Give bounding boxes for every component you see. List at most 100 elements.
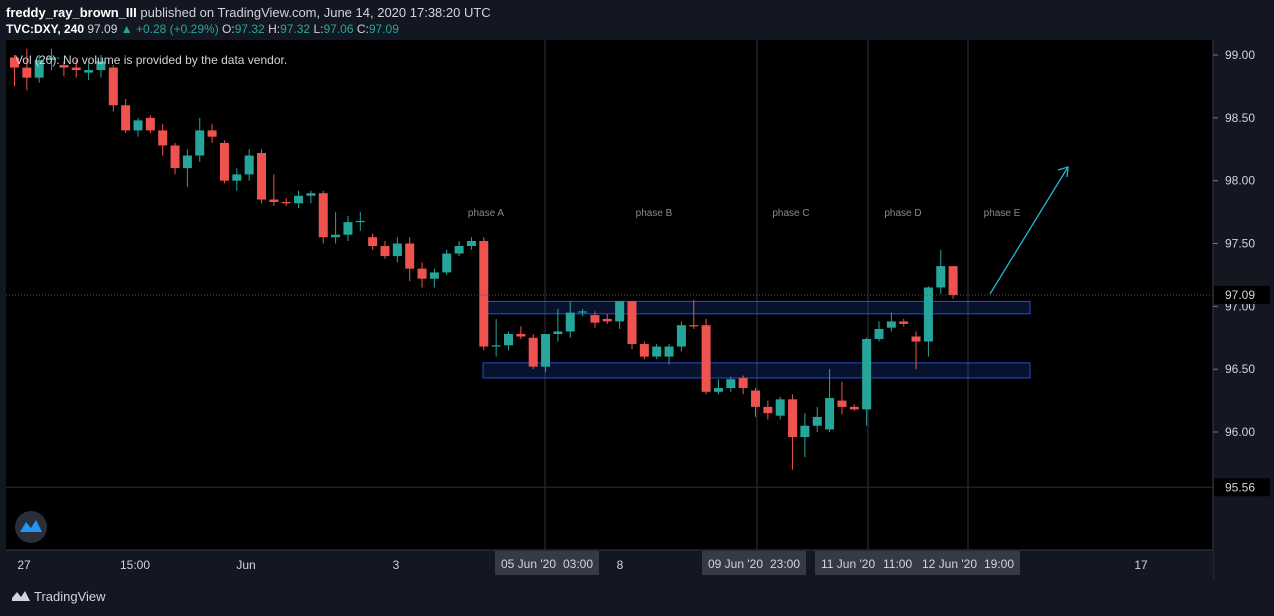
candle-body[interactable] (541, 333, 551, 367)
candle-body[interactable] (294, 195, 304, 204)
candle-body[interactable] (602, 318, 612, 322)
current-price-badge (1214, 286, 1270, 305)
candle-body[interactable] (318, 193, 328, 238)
high-value: 97.32 (280, 22, 311, 36)
candle-body[interactable] (689, 325, 699, 327)
candle-body[interactable] (590, 315, 600, 323)
candle-body[interactable] (627, 301, 637, 345)
candle-body[interactable] (145, 117, 155, 131)
phase-label: phase A (468, 208, 504, 219)
time-axis[interactable] (6, 550, 1213, 580)
candle-body[interactable] (553, 331, 563, 334)
candle-body[interactable] (269, 199, 279, 203)
candlestick-series[interactable] (10, 48, 958, 470)
candle-body[interactable] (71, 67, 81, 71)
candle-body[interactable] (738, 377, 748, 389)
candle-body[interactable] (232, 174, 242, 181)
time-tick-label: 27 (17, 558, 31, 572)
candle-body[interactable] (10, 57, 19, 68)
candle-body[interactable] (59, 65, 69, 68)
candle-body[interactable] (108, 67, 118, 106)
candle-body[interactable] (528, 337, 538, 367)
candle-body[interactable] (713, 388, 723, 392)
candle-body[interactable] (615, 301, 625, 322)
candle-body[interactable] (948, 266, 958, 296)
candle-body[interactable] (244, 155, 254, 175)
candle-body[interactable] (849, 406, 859, 410)
time-highlight-badge (702, 551, 806, 575)
candle-body[interactable] (257, 153, 266, 200)
candle-body[interactable] (886, 321, 896, 328)
candle-body[interactable] (343, 222, 353, 235)
candle-body[interactable] (763, 406, 773, 414)
candle-body[interactable] (504, 333, 513, 346)
candle-body[interactable] (911, 336, 921, 342)
candle-body[interactable] (701, 325, 711, 392)
price-chart[interactable]: phase A phase B phase C phase D phase E Vol … (6, 40, 1270, 580)
price-zone[interactable] (482, 362, 1031, 379)
time-tick-label: 8 (617, 558, 624, 572)
candle-body[interactable] (788, 399, 798, 438)
candle-body[interactable] (936, 266, 946, 288)
candle-body[interactable] (578, 311, 588, 313)
phase-label: phase D (884, 208, 921, 219)
candle-body[interactable] (862, 339, 872, 410)
symbol-label[interactable]: TVC:DXY, 240 (6, 22, 85, 36)
candle-body[interactable] (331, 234, 341, 238)
range-zones[interactable] (482, 300, 1031, 379)
time-highlight-time: 19:00 (984, 557, 1014, 571)
candle-body[interactable] (442, 253, 452, 273)
low-price-badge (1214, 478, 1270, 497)
candle-body[interactable] (281, 202, 291, 204)
projection-arrow-line[interactable] (989, 166, 1069, 295)
candle-body[interactable] (491, 345, 501, 347)
candle-body[interactable] (121, 105, 131, 131)
published-text: published on TradingView.com, June 14, 2… (140, 5, 491, 20)
candle-body[interactable] (726, 379, 736, 389)
candle-body[interactable] (812, 416, 822, 426)
candle-body[interactable] (133, 120, 143, 131)
candle-body[interactable] (429, 272, 439, 279)
candle-body[interactable] (454, 246, 464, 254)
tradingview-logo[interactable]: TradingView (12, 589, 106, 604)
candle-body[interactable] (837, 400, 847, 407)
candle-body[interactable] (825, 398, 835, 430)
candle-body[interactable] (392, 243, 402, 257)
candle-body[interactable] (405, 243, 415, 269)
candle-body[interactable] (652, 346, 662, 357)
candle-body[interactable] (34, 60, 44, 78)
candle-body[interactable] (22, 67, 32, 78)
candle-body[interactable] (466, 240, 476, 247)
candle-body[interactable] (182, 155, 192, 169)
price-tick-label: 99.00 (1225, 48, 1255, 62)
candle-body[interactable] (47, 57, 57, 61)
candle-body[interactable] (874, 328, 884, 340)
candle-body[interactable] (899, 321, 909, 324)
candle-body[interactable] (800, 425, 810, 438)
candle-body[interactable] (96, 61, 106, 71)
candle-body[interactable] (417, 268, 427, 279)
candle-body[interactable] (306, 193, 316, 196)
candle-body[interactable] (923, 287, 933, 342)
candle-body[interactable] (751, 390, 760, 407)
candle-body[interactable] (355, 220, 365, 223)
candle-body[interactable] (84, 70, 94, 73)
candle-body[interactable] (207, 130, 217, 137)
author-name[interactable]: freddy_ray_brown_III (6, 5, 137, 20)
candle-body[interactable] (368, 237, 378, 247)
candle-body[interactable] (170, 145, 180, 169)
candle-body[interactable] (639, 344, 649, 357)
candle-body[interactable] (195, 130, 205, 156)
candle-body[interactable] (565, 312, 575, 332)
candle-body[interactable] (664, 346, 674, 357)
candle-body[interactable] (158, 130, 168, 146)
tradingview-badge[interactable] (15, 511, 47, 543)
candle-body[interactable] (775, 399, 785, 416)
candle-body[interactable] (219, 142, 229, 181)
price-zone[interactable] (482, 300, 1031, 315)
candle-body[interactable] (380, 246, 390, 257)
candle-body[interactable] (676, 325, 686, 347)
tradingview-icon (12, 590, 30, 602)
candle-body[interactable] (516, 333, 526, 337)
candle-body[interactable] (479, 240, 489, 347)
